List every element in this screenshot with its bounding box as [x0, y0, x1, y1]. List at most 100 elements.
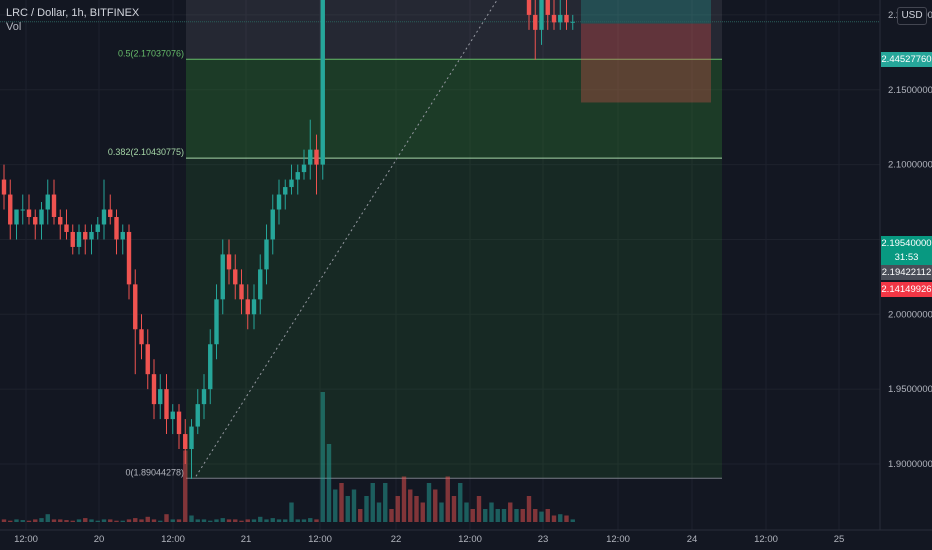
volume-bar — [551, 515, 557, 522]
candle — [201, 374, 207, 420]
candle-body — [33, 216, 38, 225]
candle-body — [201, 389, 207, 405]
candle — [89, 224, 94, 255]
candle-body — [101, 209, 107, 225]
long-position-tool — [581, 0, 711, 103]
candle-body — [89, 231, 94, 240]
candle-body — [64, 224, 69, 232]
candle — [58, 209, 63, 240]
candle-body — [570, 21, 575, 23]
candle — [545, 0, 550, 30]
candle-body — [133, 284, 138, 330]
candle — [289, 164, 294, 195]
candle — [45, 179, 50, 225]
volume-bar — [533, 509, 538, 522]
candle-body — [95, 224, 100, 232]
volume-bar — [376, 502, 382, 522]
volume-bar — [283, 519, 288, 522]
volume-bar — [189, 515, 194, 522]
candle — [301, 149, 307, 180]
volume-bar — [495, 509, 500, 522]
volume-bar — [45, 514, 50, 522]
candle — [64, 209, 69, 240]
bar-countdown-tag: 31:53 — [881, 250, 932, 265]
volume-bar — [351, 489, 357, 522]
candle — [558, 0, 563, 30]
volume-bar — [420, 502, 425, 522]
volume-bar — [245, 519, 250, 522]
volume-bar — [408, 489, 413, 522]
currency-button[interactable]: USD — [897, 7, 927, 25]
volume-bar — [501, 509, 507, 522]
position-profit-zone — [581, 0, 711, 24]
volume-bar — [483, 509, 488, 522]
symbol-title[interactable]: LRC / Dollar, 1h, BITFINEX — [6, 7, 140, 19]
candle-body — [308, 149, 313, 165]
volume-bar — [114, 520, 119, 522]
volume-bar — [370, 483, 375, 522]
fib-zone-upper — [186, 0, 722, 60]
position-loss-zone — [581, 23, 711, 103]
candle — [283, 179, 288, 210]
volume-bar — [51, 519, 57, 522]
volume-bar — [76, 519, 82, 522]
volume-bar — [558, 514, 563, 522]
candle-body — [145, 344, 150, 375]
volume-bar — [101, 519, 107, 522]
candle — [526, 0, 532, 30]
candle — [151, 359, 157, 420]
volume-bar — [539, 511, 544, 522]
volume-bar — [133, 518, 138, 522]
volume-bar — [158, 520, 163, 522]
time-tick-label: 23 — [538, 534, 549, 545]
volume-bar — [514, 509, 519, 522]
candle — [51, 179, 57, 225]
candle — [276, 179, 282, 225]
candle — [270, 194, 275, 255]
candle-body — [301, 164, 307, 173]
time-tick-label: 12:00 — [14, 534, 38, 545]
volume-bar — [458, 483, 463, 522]
volume-bar — [89, 519, 94, 522]
volume-bar — [126, 519, 132, 522]
volume-bar — [214, 519, 219, 522]
candle-body — [289, 179, 294, 188]
volume-bar — [258, 516, 263, 522]
candle-body — [526, 0, 532, 15]
volume-bar — [8, 520, 13, 522]
volume-bar — [264, 519, 269, 522]
candle-body — [264, 239, 269, 270]
candle-body — [164, 389, 169, 420]
candle-body — [245, 299, 250, 315]
volume-bar — [108, 519, 113, 522]
time-tick-label: 12:00 — [161, 534, 185, 545]
volume-bar — [201, 519, 207, 522]
time-tick-label: 25 — [834, 534, 845, 545]
volume-bar — [164, 514, 169, 522]
candle — [570, 14, 575, 30]
volume-bar — [433, 489, 438, 522]
price-tick-label: 2.10000000 — [888, 160, 932, 171]
volume-bar — [508, 502, 513, 522]
volume-bar — [83, 518, 88, 522]
candle — [551, 0, 557, 30]
volume-bar — [176, 519, 182, 522]
candle — [314, 134, 319, 195]
volume-bar — [195, 519, 200, 522]
candle — [1, 164, 7, 210]
candle-body — [551, 14, 557, 23]
stop-price-tag: 2.14149926 — [881, 282, 932, 297]
candle-body — [539, 0, 544, 30]
last-price-tag: 2.19540000 — [881, 236, 932, 251]
volume-bar — [33, 519, 38, 522]
volume-bar — [314, 519, 319, 522]
fib-retracement: 1(2.45029873)0.5(2.17037076)0.382(2.1043… — [108, 0, 722, 479]
candle-body — [564, 14, 569, 23]
candle — [76, 224, 82, 255]
volume-bar — [320, 392, 325, 522]
candlesticks — [1, 0, 575, 479]
candle — [308, 119, 313, 180]
volume-legend[interactable]: Vol — [6, 21, 22, 33]
volume-bar — [476, 496, 482, 522]
